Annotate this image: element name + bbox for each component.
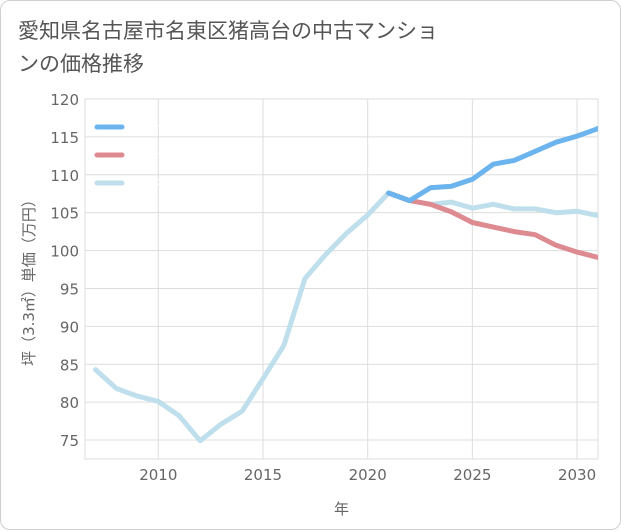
legend-label: グッドシナリオ <box>129 120 213 134</box>
legend-label: ノーマルシナリオ <box>129 176 225 190</box>
series-line-1 <box>386 126 598 204</box>
x-tick-label: 2025 <box>453 466 491 484</box>
y-tick-label: 75 <box>60 432 79 450</box>
y-tick-label: 95 <box>60 280 79 298</box>
y-tick-label: 80 <box>60 394 79 412</box>
series-line-2 <box>386 190 598 260</box>
series-line-3 <box>93 190 598 444</box>
chart-title: 愛知県名古屋市名東区猪高台の中古マンションの価格推移 <box>18 19 438 76</box>
series-lines <box>93 126 598 444</box>
y-tick-label: 90 <box>60 318 79 336</box>
y-tick-label: 110 <box>50 167 79 185</box>
x-axis-ticks: 2010 2015 2020 2025 2030 <box>139 466 596 484</box>
x-tick-label: 2030 <box>558 466 596 484</box>
grid <box>84 98 599 460</box>
y-tick-label: 85 <box>60 356 79 374</box>
legend-label: バッドシナリオ <box>129 148 213 162</box>
x-axis-label: 年 <box>334 500 349 518</box>
x-tick-label: 2015 <box>244 466 282 484</box>
y-tick-label: 100 <box>50 243 79 261</box>
y-axis-label: 坪（3.3㎡）単価（万円） <box>20 192 38 366</box>
y-axis-ticks: 75 80 85 90 95 100 105 110 115 120 <box>50 91 79 450</box>
y-tick-label: 120 <box>50 91 79 109</box>
y-tick-label: 105 <box>50 205 79 223</box>
x-tick-label: 2020 <box>349 466 387 484</box>
x-tick-label: 2010 <box>139 466 177 484</box>
y-tick-label: 115 <box>50 129 79 147</box>
